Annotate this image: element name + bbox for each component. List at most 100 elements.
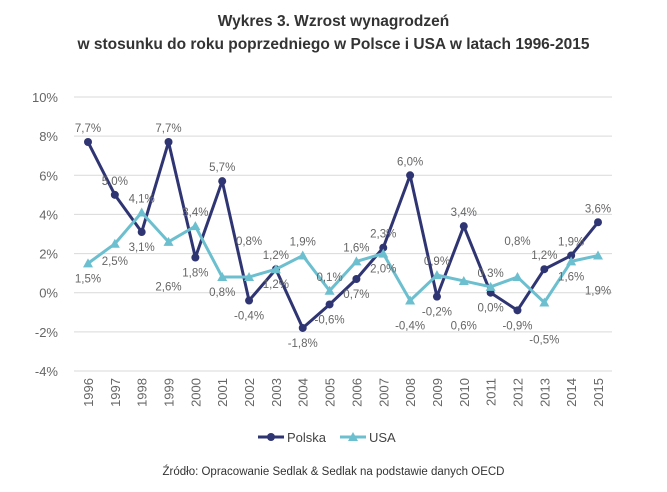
x-tick-label: 2006 (349, 378, 364, 407)
data-point (164, 138, 173, 147)
data-point (109, 238, 120, 248)
data-label: 7,7% (155, 123, 181, 135)
data-point (513, 306, 522, 315)
x-tick-label: 2008 (403, 378, 418, 407)
data-point (485, 281, 496, 291)
data-point (190, 221, 201, 231)
x-tick-label: 2015 (591, 378, 606, 407)
data-label: 3,1% (129, 242, 155, 254)
data-point (84, 138, 92, 147)
x-tick-label: 1997 (108, 378, 123, 407)
data-label: 1,8% (182, 267, 208, 279)
data-label: 0,6% (451, 321, 477, 333)
x-tick-label: 2011 (484, 378, 499, 406)
chart-title-line-1: Wykres 3. Wzrost wynagrodzeń (217, 13, 450, 30)
data-point (270, 264, 281, 274)
data-label: 2,6% (155, 281, 181, 293)
data-point (298, 323, 307, 332)
data-point (432, 292, 441, 301)
y-tick-label: -4% (35, 364, 59, 379)
x-tick-label: 2009 (430, 378, 445, 407)
data-label: 5,7% (209, 162, 235, 174)
data-label: 0,1% (316, 272, 342, 284)
data-point (163, 236, 174, 246)
x-tick-label: 2005 (323, 378, 338, 407)
data-label: 0,3% (478, 268, 504, 280)
data-point (324, 285, 335, 295)
data-label: 5,0% (102, 176, 128, 188)
x-tick-label: 1999 (162, 378, 177, 407)
data-label: 1,9% (558, 237, 584, 249)
data-point (352, 275, 361, 284)
data-label: 3,6% (585, 203, 611, 215)
data-point (297, 250, 308, 260)
data-label: 0,0% (478, 303, 504, 315)
line-chart: -4% -2% 0% 2% 4% 6% 8% 10% 1996 1997 1998 1999 2000 2… (32, 90, 612, 445)
data-label: -0,4% (395, 321, 425, 333)
y-tick-label: 4% (39, 207, 58, 222)
data-label: 0,8% (504, 236, 530, 248)
legend-marker (267, 433, 275, 441)
data-point (431, 270, 442, 280)
data-point (137, 228, 146, 237)
data-label: 1,9% (585, 285, 611, 297)
data-label: 3,4% (451, 207, 477, 219)
x-tick-label: 2007 (376, 378, 391, 407)
series-line-usa (87, 210, 599, 304)
x-tick-label: 1998 (135, 378, 150, 407)
data-label: 1,2% (531, 250, 557, 262)
data-label: 1,6% (343, 242, 369, 254)
data-point (110, 190, 119, 199)
data-point (217, 272, 228, 282)
data-label: 1,9% (290, 237, 316, 249)
data-label: 7,7% (75, 123, 101, 135)
legend-label-usa: USA (369, 430, 396, 445)
data-point (351, 256, 362, 266)
data-point (567, 251, 576, 260)
data-label: 3,4% (182, 207, 208, 219)
data-label: 6,0% (397, 156, 423, 168)
data-label: 0,7% (343, 289, 369, 301)
x-tick-label: 2013 (537, 378, 552, 407)
data-label: 1,2% (263, 250, 289, 262)
data-label: -0,2% (422, 307, 452, 319)
x-tick-label: 2002 (242, 378, 257, 407)
data-point (378, 248, 389, 258)
data-label: -0,6% (315, 314, 345, 326)
data-point (540, 265, 549, 274)
data-label: 2,3% (370, 229, 396, 241)
data-label: 2,0% (370, 264, 396, 276)
source-note: Źródło: Opracowanie Sedlak & Sedlak na p… (162, 466, 505, 478)
data-point (594, 218, 602, 227)
x-tick-label: 2010 (457, 378, 472, 407)
data-point (512, 272, 523, 282)
y-tick-label: -2% (35, 325, 59, 340)
data-point (458, 275, 469, 285)
legend-label-polska: Polska (287, 430, 327, 445)
y-tick-label: 2% (39, 247, 58, 262)
data-point (191, 253, 200, 262)
x-tick-label: 1996 (81, 378, 96, 407)
y-tick-label: 0% (39, 286, 58, 301)
data-point (593, 250, 603, 260)
data-point (406, 171, 415, 180)
data-label: 1,2% (263, 279, 289, 291)
data-point (245, 296, 254, 305)
data-label: -0,4% (234, 311, 264, 323)
x-tick-label: 2004 (296, 378, 311, 407)
data-point (136, 207, 147, 217)
data-point (379, 243, 388, 252)
data-point (566, 256, 577, 266)
data-label: 1,6% (558, 271, 584, 283)
x-tick-label: 2000 (188, 378, 203, 407)
data-point (405, 295, 416, 305)
data-label: 2,5% (102, 256, 128, 268)
y-tick-label: 8% (39, 129, 58, 144)
x-tick-label: 2001 (215, 378, 230, 407)
data-label: -0,9% (502, 320, 532, 332)
data-point (459, 222, 468, 231)
x-tick-label: 2014 (564, 378, 579, 407)
data-label: 0,9% (424, 256, 450, 268)
data-label: -1,8% (288, 338, 318, 350)
